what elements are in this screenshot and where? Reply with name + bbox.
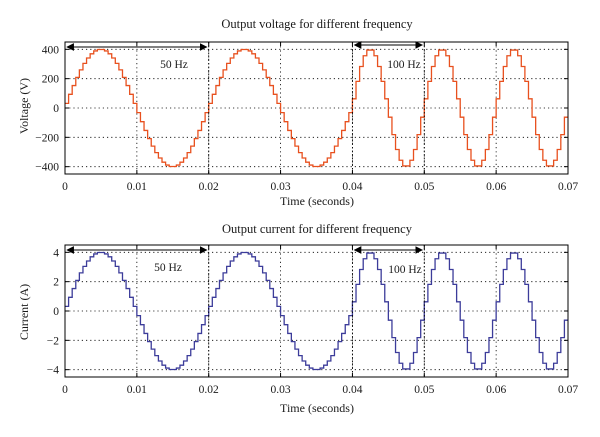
x-tick-label: 0.05 <box>414 181 434 193</box>
x-tick-label: 0.06 <box>486 384 506 396</box>
x-tick-label: 0.07 <box>558 181 578 193</box>
axes-frame <box>64 41 569 175</box>
chart-title: Output voltage for different frequency <box>221 17 413 31</box>
y-tick-label: 4 <box>53 247 59 259</box>
y-tick-label: −2 <box>47 335 59 347</box>
x-tick-label: 0.05 <box>414 384 434 396</box>
x-axis-label: Time (seconds) <box>280 194 354 208</box>
voltage-chart: Output voltage for different frequency V… <box>17 17 578 208</box>
annotation-label: 100 Hz <box>387 59 421 71</box>
annotation-label: 50 Hz <box>160 59 188 71</box>
series-line <box>65 48 568 168</box>
grid-lines <box>65 42 568 174</box>
x-tick-label: 0.01 <box>127 384 147 396</box>
plot-frame <box>64 244 569 378</box>
data-series <box>65 251 568 371</box>
y-tick-label: 2 <box>53 277 59 289</box>
y-tick-label: 0 <box>53 306 59 318</box>
chart-title: Output current for different frequency <box>222 222 413 236</box>
y-tick-label: −200 <box>35 132 59 144</box>
x-axis-label: Time (seconds) <box>280 401 354 415</box>
y-axis-label: Voltage (V) <box>17 78 31 134</box>
axes-frame <box>64 244 569 378</box>
y-tick-label: 0 <box>53 103 59 115</box>
x-tick-label: 0.01 <box>127 181 147 193</box>
annotations: 50 Hz 100 Hz <box>66 245 425 377</box>
tick-labels: 0 0.01 0.02 0.03 0.04 0.05 0.06 0.07 4 2 0 −2 −4 <box>47 245 578 396</box>
tick-labels: 0 0.01 0.02 0.03 0.04 0.05 0.06 0.07 400 200 0 −200… <box>35 42 578 193</box>
y-tick-label: 400 <box>42 44 60 56</box>
x-tick-label: 0.06 <box>486 181 506 193</box>
annotation-label: 50 Hz <box>154 262 182 274</box>
y-tick-label: −4 <box>47 365 59 377</box>
current-chart: Output current for different frequency C… <box>17 222 578 415</box>
x-tick-label: 0.02 <box>199 181 219 193</box>
x-tick-label: 0.03 <box>271 181 291 193</box>
annotations: 50 Hz 100 Hz <box>66 41 425 174</box>
x-tick-label: 0.03 <box>271 384 291 396</box>
series-line <box>65 251 568 371</box>
x-tick-label: 0 <box>62 181 68 193</box>
x-tick-label: 0.04 <box>342 181 362 193</box>
x-tick-label: 0.02 <box>199 384 219 396</box>
annotation-label: 100 Hz <box>388 264 422 276</box>
y-axis-label: Current (A) <box>17 284 31 340</box>
x-tick-label: 0.07 <box>558 384 578 396</box>
plot-frame <box>64 41 569 175</box>
y-tick-label: −400 <box>35 162 59 174</box>
grid-lines <box>65 245 568 377</box>
data-series <box>65 48 568 168</box>
x-tick-label: 0 <box>62 384 68 396</box>
x-tick-label: 0.04 <box>342 384 362 396</box>
y-tick-label: 200 <box>42 74 60 86</box>
